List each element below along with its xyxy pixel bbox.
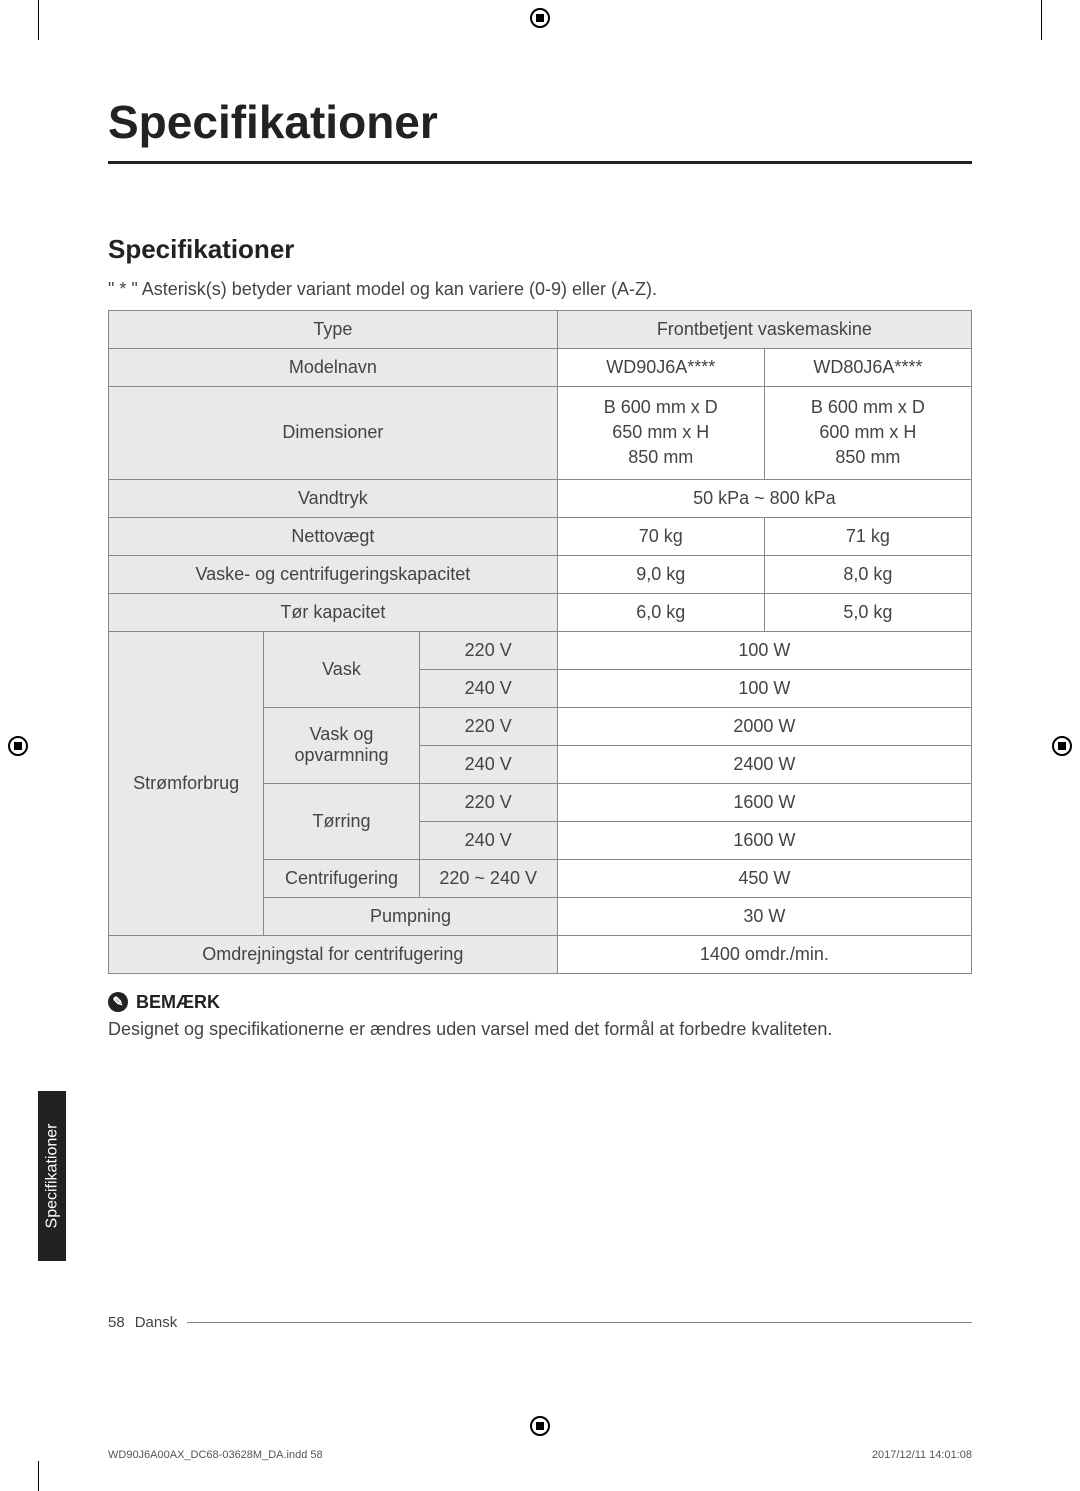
dry-cap-b: 5,0 kg [764, 593, 971, 631]
drying-sub-label: Tørring [264, 783, 419, 859]
voltage-240: 240 V [419, 821, 557, 859]
voltage-220: 220 V [419, 707, 557, 745]
spin-label: Omdrejningstal for centrifugering [109, 935, 558, 973]
dry-240: 1600 W [557, 821, 971, 859]
net-b: 71 kg [764, 517, 971, 555]
wash-220: 100 W [557, 631, 971, 669]
wash-cap-label: Vaske- og centrifugeringskapacitet [109, 555, 558, 593]
voltage-220: 220 V [419, 783, 557, 821]
type-label: Type [109, 311, 558, 349]
page-content: Specifikationer Specifikationer " * " As… [108, 95, 972, 1351]
footer-language: Dansk [135, 1314, 178, 1331]
washheat-220: 2000 W [557, 707, 971, 745]
note-block: ✎ BEMÆRK Designet og specifikationerne e… [108, 992, 972, 1042]
washheat-240: 2400 W [557, 745, 971, 783]
print-info: WD90J6A00AX_DC68-03628M_DA.indd 58 2017/… [108, 1449, 972, 1461]
table-row: Type Frontbetjent vaskemaskine [109, 311, 972, 349]
spec-table: Type Frontbetjent vaskemaskine Modelnavn… [108, 310, 972, 974]
note-icon: ✎ [108, 992, 128, 1012]
table-row: Modelnavn WD90J6A**** WD80J6A**** [109, 349, 972, 387]
dim-b: B 600 mm x D600 mm x H850 mm [764, 387, 971, 480]
spin-w: 450 W [557, 859, 971, 897]
dry-cap-label: Tør kapacitet [109, 593, 558, 631]
voltage-240: 240 V [419, 669, 557, 707]
wash-cap-b: 8,0 kg [764, 555, 971, 593]
crop-mark [38, 0, 39, 40]
dim-a: B 600 mm x D650 mm x H850 mm [557, 387, 764, 480]
page-footer: 58 Dansk [108, 1314, 972, 1331]
net-a: 70 kg [557, 517, 764, 555]
section-side-tab: Specifikationer [38, 1091, 66, 1261]
print-timestamp: 2017/12/11 14:01:08 [872, 1449, 972, 1461]
section-heading: Specifikationer [108, 234, 972, 265]
registration-mark [530, 8, 550, 28]
table-row: Nettovægt 70 kg 71 kg [109, 517, 972, 555]
pump-sub-label: Pumpning [264, 897, 557, 935]
table-row: Vaske- og centrifugeringskapacitet 9,0 k… [109, 555, 972, 593]
voltage-220-240: 220 ~ 240 V [419, 859, 557, 897]
asterisk-note: " * " Asterisk(s) betyder variant model … [108, 279, 972, 300]
dry-cap-a: 6,0 kg [557, 593, 764, 631]
water-label: Vandtryk [109, 479, 558, 517]
note-heading-row: ✎ BEMÆRK [108, 992, 972, 1013]
dry-220: 1600 W [557, 783, 971, 821]
footer-rule [187, 1322, 972, 1323]
note-heading: BEMÆRK [136, 992, 220, 1013]
model-b: WD80J6A**** [764, 349, 971, 387]
table-row: Omdrejningstal for centrifugering 1400 o… [109, 935, 972, 973]
crop-mark [1041, 0, 1042, 40]
crop-mark [38, 1461, 39, 1491]
wash-240: 100 W [557, 669, 971, 707]
page-number: 58 [108, 1314, 125, 1331]
registration-mark [530, 1416, 550, 1436]
note-text: Designet og specifikationerne er ændres … [108, 1017, 972, 1042]
model-a: WD90J6A**** [557, 349, 764, 387]
dim-label: Dimensioner [109, 387, 558, 480]
type-value: Frontbetjent vaskemaskine [557, 311, 971, 349]
wash-sub-label: Vask [264, 631, 419, 707]
water-value: 50 kPa ~ 800 kPa [557, 479, 971, 517]
washheat-sub-label: Vask ogopvarmning [264, 707, 419, 783]
voltage-240: 240 V [419, 745, 557, 783]
power-label: Strømforbrug [109, 631, 264, 935]
spin-sub-label: Centrifugering [264, 859, 419, 897]
pump-w: 30 W [557, 897, 971, 935]
side-tab-label: Specifikationer [43, 1124, 61, 1229]
page-title: Specifikationer [108, 95, 972, 164]
registration-mark [1052, 736, 1072, 756]
table-row: Tør kapacitet 6,0 kg 5,0 kg [109, 593, 972, 631]
registration-mark [8, 736, 28, 756]
model-label: Modelnavn [109, 349, 558, 387]
table-row: Dimensioner B 600 mm x D650 mm x H850 mm… [109, 387, 972, 480]
table-row: Vandtryk 50 kPa ~ 800 kPa [109, 479, 972, 517]
table-row: Strømforbrug Vask 220 V 100 W [109, 631, 972, 669]
voltage-220: 220 V [419, 631, 557, 669]
net-label: Nettovægt [109, 517, 558, 555]
print-file: WD90J6A00AX_DC68-03628M_DA.indd 58 [108, 1449, 323, 1461]
wash-cap-a: 9,0 kg [557, 555, 764, 593]
spin-value: 1400 omdr./min. [557, 935, 971, 973]
